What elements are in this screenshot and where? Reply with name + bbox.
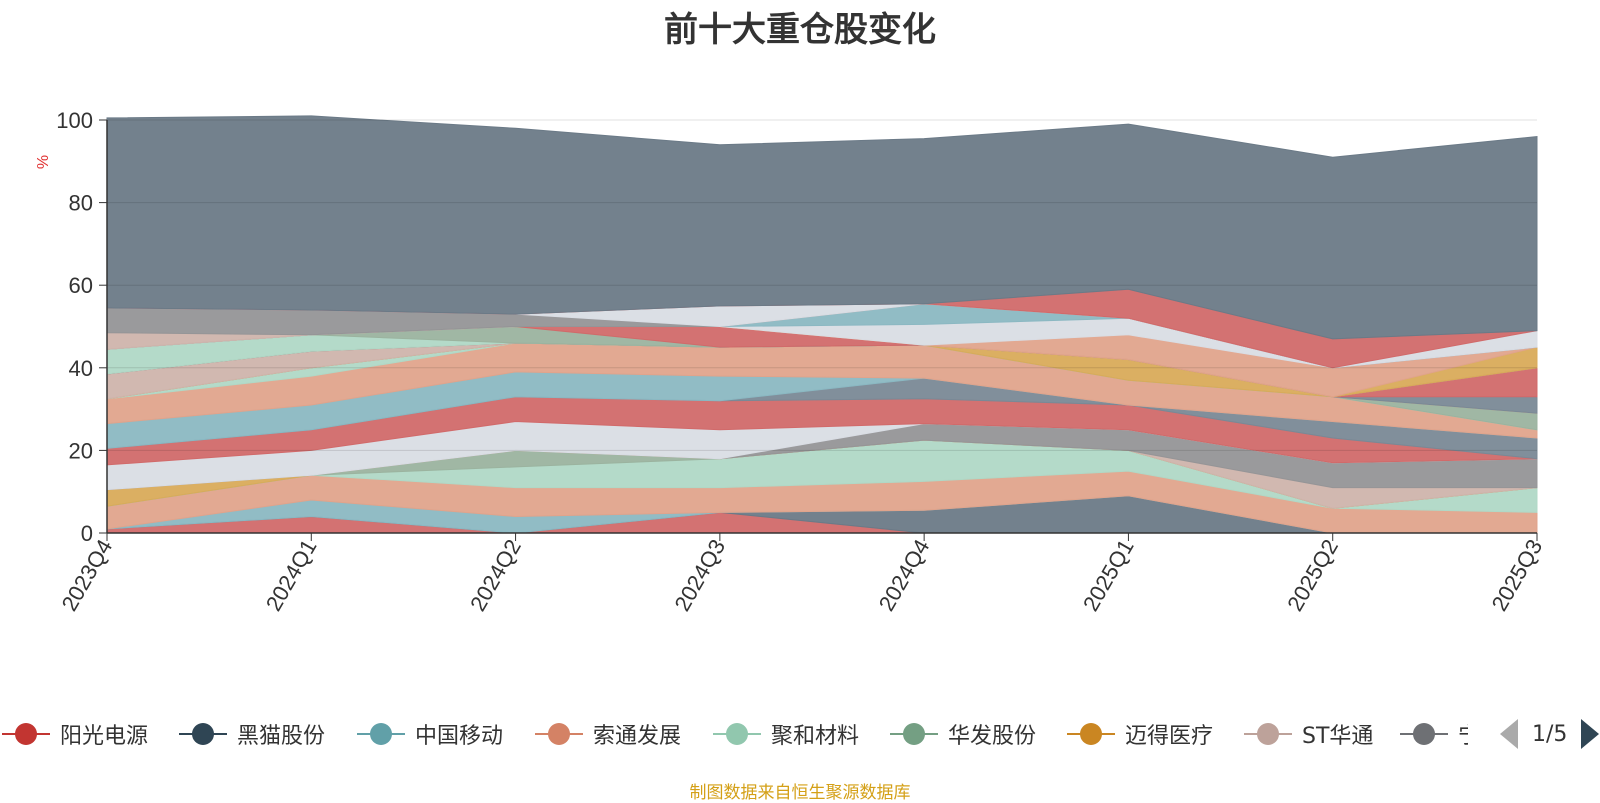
legend-item[interactable]: 阳光电源	[0, 716, 148, 752]
x-tick-label: 2024Q2	[465, 535, 526, 615]
y-tick-label: 60	[69, 273, 93, 298]
legend-item[interactable]: ST华通	[1242, 716, 1373, 752]
legend-page-indicator: 1/5	[1532, 721, 1568, 747]
legend-label: 中国移动	[415, 724, 504, 749]
legend-label: 黑猫股份	[237, 724, 326, 749]
legend-items: 阳光电源 黑猫股份 中国移动 索通发展 聚和材料 华发股份 迈得医疗 ST华通 宁	[0, 716, 1468, 752]
legend-marker-icon	[355, 716, 407, 752]
x-tick-label: 2023Q4	[57, 535, 118, 615]
legend-item[interactable]: 宁	[1398, 716, 1468, 752]
x-tick-label: 2024Q4	[874, 535, 935, 615]
x-tick-label: 2024Q3	[669, 535, 730, 615]
y-tick-label: 0	[81, 521, 93, 546]
chart-title: 前十大重仓股变化	[664, 10, 936, 50]
legend-label: 华发股份	[948, 724, 1037, 749]
legend-marker-icon	[1398, 716, 1450, 752]
y-tick-label: 100	[56, 108, 93, 133]
legend-marker-icon	[1065, 716, 1117, 752]
x-tick-label: 2025Q3	[1487, 535, 1548, 615]
legend-label: 迈得医疗	[1125, 724, 1214, 749]
legend-prev-page-icon[interactable]	[1500, 719, 1518, 749]
legend-marker-icon	[888, 716, 940, 752]
source-note: 制图数据来自恒生聚源数据库	[689, 783, 911, 803]
legend-marker-icon	[0, 716, 52, 752]
x-tick-label: 2024Q1	[261, 535, 322, 615]
legend-item[interactable]: 索通发展	[533, 716, 681, 752]
legend-marker-icon	[533, 716, 585, 752]
grid-lines	[107, 119, 1537, 451]
legend-item[interactable]: 中国移动	[355, 716, 503, 752]
area-band-32[interactable]	[106, 115, 1538, 340]
legend-item[interactable]: 黑猫股份	[177, 716, 325, 752]
legend-label: 阳光电源	[60, 724, 149, 749]
legend-label: 聚和材料	[771, 724, 860, 749]
legend-marker-icon	[1242, 716, 1294, 752]
legend-marker-icon	[177, 716, 229, 752]
y-tick-label: 20	[69, 438, 93, 463]
legend-label: 索通发展	[593, 724, 682, 749]
legend-label: ST华通	[1302, 724, 1374, 749]
legend: 阳光电源 黑猫股份 中国移动 索通发展 聚和材料 华发股份 迈得医疗 ST华通 宁 1/5	[0, 716, 1600, 752]
x-tick-label: 2025Q1	[1078, 535, 1139, 615]
x-tick-label: 2025Q2	[1282, 535, 1343, 615]
y-tick-label: 80	[69, 191, 93, 216]
area-series-layer	[106, 115, 1538, 534]
legend-label: 宁	[1458, 718, 1468, 750]
y-axis-unit: %	[35, 155, 52, 169]
legend-pager: 1/5	[1500, 716, 1600, 752]
legend-next-page-icon[interactable]	[1581, 719, 1600, 749]
y-tick-label: 40	[69, 356, 93, 381]
legend-item[interactable]: 华发股份	[888, 716, 1036, 752]
legend-item[interactable]: 迈得医疗	[1065, 716, 1213, 752]
legend-marker-icon	[711, 716, 763, 752]
legend-item[interactable]: 聚和材料	[711, 716, 859, 752]
